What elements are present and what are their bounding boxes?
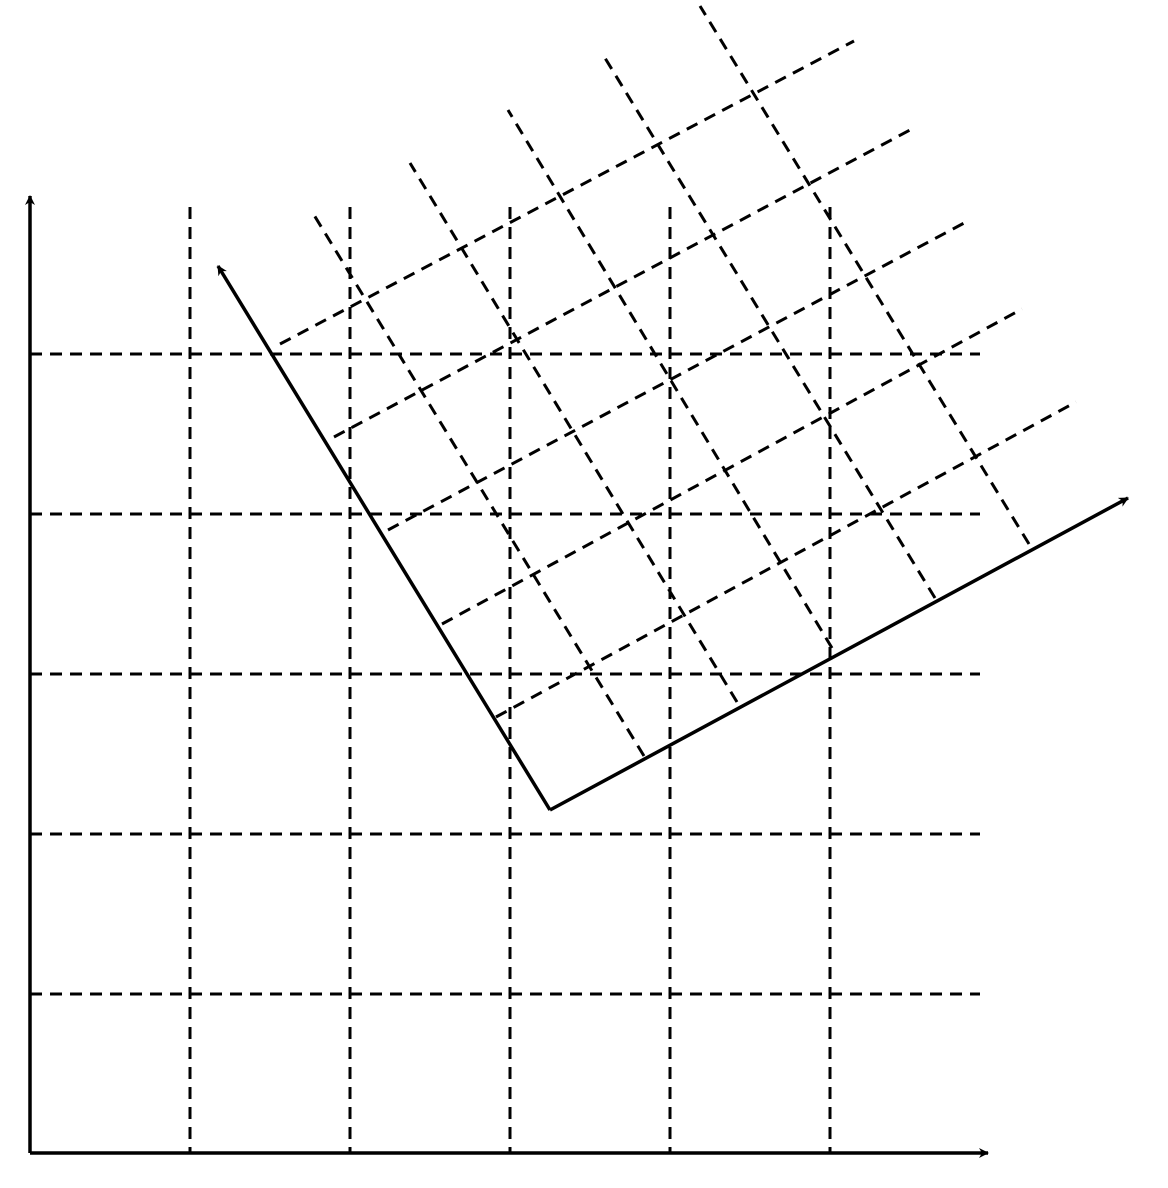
- rotated-grid-v-line: [408, 162, 739, 703]
- rotated-grid-v-line: [506, 109, 834, 649]
- rotated-axes: [216, 265, 1129, 812]
- rotated-grid-u-line: [279, 39, 855, 346]
- rotated-grid-v-line: [312, 214, 646, 757]
- u-axis: [549, 496, 1129, 812]
- base-axes: [25, 195, 989, 1158]
- rotated-grid: [279, 5, 1077, 757]
- v-axis: [216, 265, 552, 811]
- rotated-grid-v-line: [698, 5, 1031, 545]
- rotated-grid-u-line: [387, 220, 967, 532]
- rotated-grid-u-line: [495, 400, 1077, 719]
- rotated-grid-u-line: [333, 128, 911, 439]
- base-grid: [30, 207, 980, 1153]
- rotated-grid-u-line: [441, 307, 1023, 626]
- rotated-grid-v-line: [603, 57, 937, 599]
